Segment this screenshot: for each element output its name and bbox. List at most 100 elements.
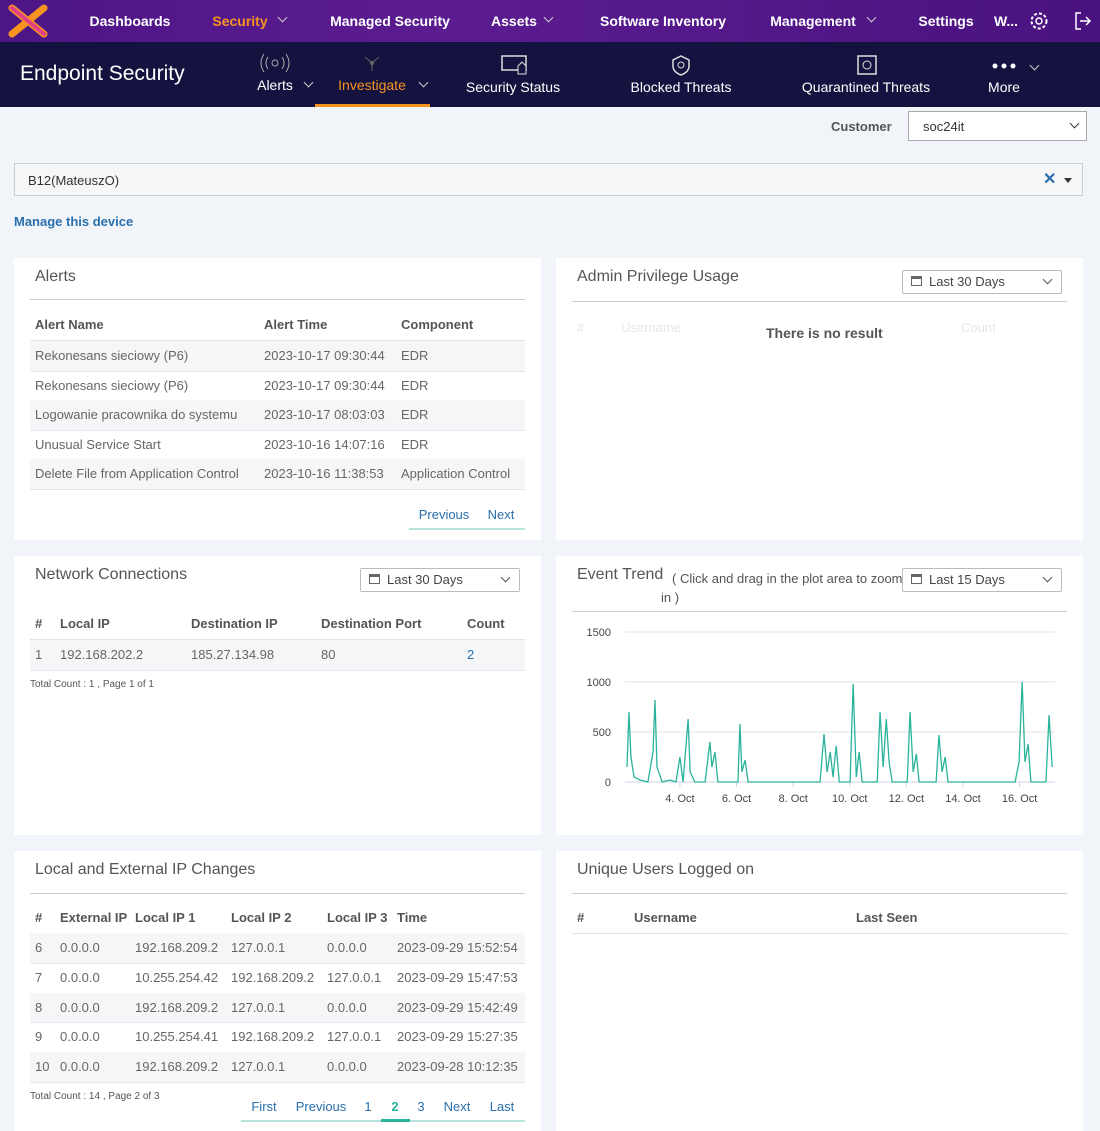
table-cell: 2023-09-29 15:47:53	[397, 969, 518, 985]
section-title: Endpoint Security	[20, 62, 185, 85]
table-header: # External IP Local IP 1 Local IP 2 Local IP…	[30, 903, 525, 935]
column-header: Username	[634, 910, 697, 925]
y-tick-label: 1500	[587, 627, 611, 639]
manage-link[interactable]: Manage this device	[14, 214, 134, 229]
table-cell: 0.0.0.0	[60, 969, 100, 985]
pager-button[interactable]: 3	[417, 1099, 425, 1114]
x-tick-label: 12. Oct	[889, 793, 924, 805]
sub-nav-item[interactable]: Alerts	[257, 77, 293, 93]
table-cell: 192.168.209.2	[231, 969, 315, 985]
panel-title: Unique Users Logged on	[577, 861, 755, 878]
column-header: Time	[397, 910, 428, 925]
y-tick-label: 1000	[587, 677, 611, 689]
admin-panel: Admin Privilege Usage Last 30 Days # Use…	[556, 258, 1083, 540]
column-header: Alert Name	[35, 317, 104, 332]
column-header: Component	[401, 317, 474, 332]
pager-button[interactable]: Next	[443, 1099, 471, 1114]
sub-nav-item[interactable]: Quarantined Threats	[801, 79, 931, 95]
nav-item[interactable]: Management	[770, 13, 856, 29]
range-select[interactable]: Last 15 Days	[902, 568, 1062, 592]
range-select[interactable]: Last 30 Days	[360, 568, 520, 592]
title-rule	[30, 299, 525, 300]
sub-nav-item[interactable]: Blocked Threats	[630, 79, 732, 95]
nav-item[interactable]: W...	[993, 13, 1019, 29]
table-row: 9 0.0.0.0 10.255.254.41 192.168.209.2 127.0.…	[30, 1022, 525, 1054]
table-cell: 0.0.0.0	[60, 940, 100, 956]
column-header: Last Seen	[856, 910, 918, 925]
caret	[500, 572, 511, 583]
network-panel: Network Connections Last 30 Days Total C…	[14, 556, 541, 835]
pager-button[interactable]: First	[251, 1099, 277, 1114]
table-cell: 192.168.209.2	[231, 1029, 315, 1045]
caret	[1042, 274, 1053, 285]
top-nav: Dashboards Security Managed Security Ass…	[0, 0, 1100, 42]
table-cell: 2023-10-17 09:30:44	[264, 348, 385, 364]
sub-nav-item[interactable]: Security Status	[465, 79, 561, 95]
settings-icon[interactable]	[1028, 10, 1050, 32]
table-cell: Logowanie pracownika do systemu	[35, 407, 238, 423]
sub-nav-item[interactable]: Investigate	[338, 77, 406, 93]
table-row: 10 0.0.0.0 192.168.209.2 127.0.0.1 0.0.0.0 20…	[30, 1052, 525, 1083]
nav-item[interactable]: Settings	[918, 13, 974, 29]
sub-nav: Endpoint Security Alerts Investigate Sec…	[0, 42, 1100, 107]
range-label: Last 15 Days	[929, 572, 1005, 587]
device-select[interactable]: B12(MateuszO) ✕	[14, 163, 1083, 196]
nav-item[interactable]: Assets	[491, 13, 537, 29]
pager-button[interactable]: 1	[364, 1099, 372, 1114]
calendar-icon	[911, 276, 922, 286]
caret	[1029, 60, 1040, 71]
customer-label: Customer	[831, 119, 892, 134]
event-line	[626, 681, 1053, 783]
logout-icon[interactable]	[1073, 11, 1093, 31]
x-tick-label: 6. Oct	[722, 793, 751, 805]
customer-select[interactable]: soc24it	[908, 111, 1087, 141]
nav-item[interactable]: Security	[212, 13, 268, 29]
table-header: # Local IP Destination IP Destination Port C…	[30, 609, 525, 641]
nav-item[interactable]: Dashboards	[89, 13, 171, 29]
alerts-panel: Alerts Alert Name Alert Time Component Reko…	[14, 258, 541, 540]
table-cell: 1	[35, 647, 43, 662]
title-rule	[572, 893, 1067, 894]
table-cell: 192.168.209.2	[135, 1059, 219, 1075]
table-cell: 0.0.0.0	[327, 940, 367, 956]
table-cell: 127.0.0.1	[231, 999, 286, 1015]
pager-button[interactable]: Previous	[295, 1099, 347, 1114]
nav-item[interactable]: Managed Security	[330, 13, 450, 29]
table-cell: EDR	[401, 348, 429, 364]
title-rule	[30, 893, 525, 894]
x-tick-label: 10. Oct	[832, 793, 867, 805]
table-row: 8 0.0.0.0 192.168.209.2 127.0.0.1 0.0.0.0 202…	[30, 992, 525, 1024]
table-cell: 2023-09-29 15:27:35	[397, 1029, 518, 1045]
table-cell: 127.0.0.1	[327, 1029, 382, 1045]
faint-column: #	[577, 320, 585, 335]
cell-link[interactable]: 2	[467, 647, 475, 662]
pager-button[interactable]: Last	[489, 1099, 515, 1114]
alerts-icon	[260, 53, 290, 73]
table-cell: 10.255.254.41	[135, 1029, 219, 1045]
table-cell: Application Control	[401, 466, 511, 482]
x-tick-label: 4. Oct	[665, 793, 694, 805]
panel-title: Network Connections	[35, 566, 188, 583]
clear-icon[interactable]: ✕	[1043, 171, 1057, 188]
pager-button[interactable]: Previous	[418, 507, 470, 522]
pager-button[interactable]: 2	[391, 1099, 399, 1114]
x-tick-label: 16. Oct	[1002, 793, 1037, 805]
sub-nav-item[interactable]: More	[988, 79, 1020, 95]
faint-column: Count	[961, 320, 996, 335]
pager-button[interactable]: Next	[487, 507, 515, 522]
column-header: External IP	[60, 910, 128, 925]
table-row: Rekonesans sieciowy (P6) 2023-10-17 09:30…	[30, 341, 525, 372]
table-header: Alert Name Alert Time Component	[30, 310, 525, 342]
range-label: Last 30 Days	[387, 572, 463, 587]
event-panel: Event Trend ( Click and drag in the plot…	[556, 556, 1083, 835]
range-select[interactable]: Last 30 Days	[902, 270, 1062, 294]
users-panel: Unique Users Logged on # Username Last See…	[556, 851, 1083, 1131]
table-cell: EDR	[401, 436, 429, 452]
table-cell: 0.0.0.0	[327, 1059, 367, 1075]
caret	[303, 77, 314, 88]
nav-item[interactable]: Software Inventory	[599, 13, 727, 29]
x-tick-label: 8. Oct	[778, 793, 807, 805]
quarantine-icon	[857, 55, 877, 75]
table-cell: 0.0.0.0	[60, 999, 100, 1015]
